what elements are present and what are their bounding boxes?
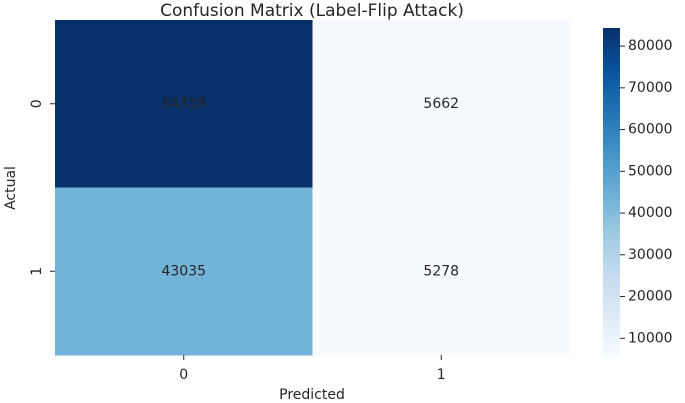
chart-title: Confusion Matrix (Label-Flip Attack) bbox=[160, 1, 464, 21]
colorbar-tick-label: 30000 bbox=[628, 247, 673, 263]
colorbar-tick-label: 40000 bbox=[628, 205, 673, 221]
y-axis-label: Actual bbox=[3, 166, 19, 210]
heatmap-cell bbox=[312, 187, 571, 356]
y-tick-label: 0 bbox=[29, 99, 45, 108]
heatmap-cell bbox=[55, 20, 313, 188]
colorbar-tick-label: 10000 bbox=[628, 330, 673, 346]
colorbar-tick-label: 80000 bbox=[628, 38, 673, 54]
heatmap-cell bbox=[312, 20, 571, 188]
x-tick-label: 1 bbox=[437, 367, 446, 383]
y-tick-label: 1 bbox=[29, 267, 45, 276]
colorbar-tick-label: 50000 bbox=[628, 163, 673, 179]
cell-label: 5278 bbox=[423, 263, 459, 279]
x-tick-label: 0 bbox=[179, 367, 188, 383]
colorbar-tick-label: 20000 bbox=[628, 289, 673, 305]
colorbar-tick-label: 60000 bbox=[628, 122, 673, 138]
cell-label: 84338 bbox=[161, 96, 206, 112]
heatmap-cell bbox=[55, 187, 313, 356]
colorbar-tick-label: 70000 bbox=[628, 80, 673, 96]
cell-label: 43035 bbox=[161, 263, 206, 279]
cell-label: 5662 bbox=[423, 96, 459, 112]
colorbar bbox=[603, 28, 620, 358]
x-axis-label: Predicted bbox=[279, 387, 345, 403]
